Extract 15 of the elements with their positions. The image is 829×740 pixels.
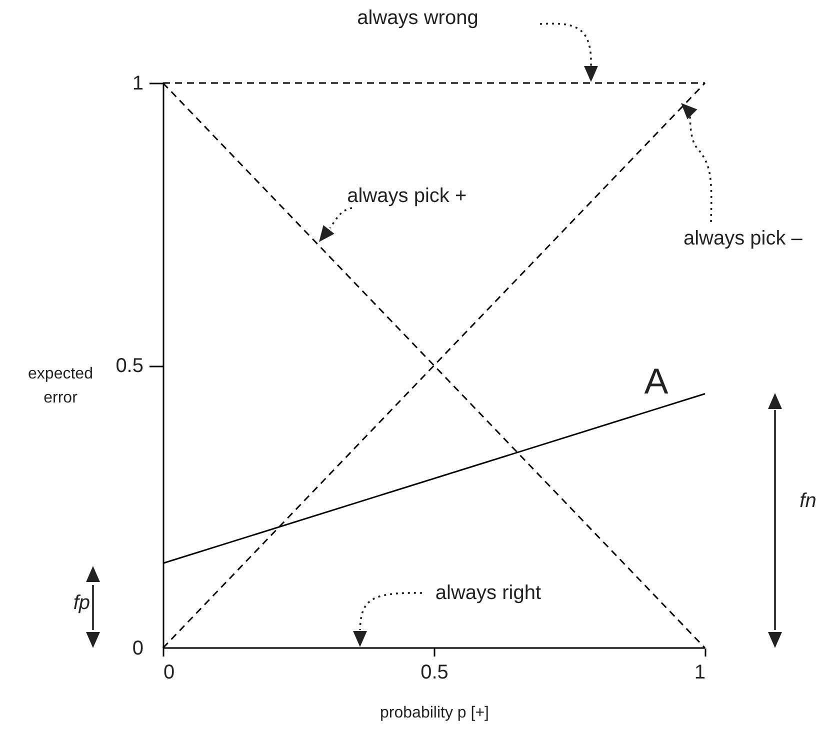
x-tick-label: 0 (164, 662, 175, 684)
y-tick-label: 0.5 (116, 355, 144, 377)
text: fn (800, 490, 816, 512)
text: always pick + (347, 185, 467, 207)
y-tick-label: 1 (132, 72, 144, 94)
text: always right (435, 582, 542, 604)
text: always wrong (357, 7, 478, 30)
text: fp (73, 592, 90, 614)
y-axis-title: expected error (28, 366, 93, 406)
y-tick-label: 0 (132, 638, 144, 660)
series-label: A (644, 360, 668, 402)
text: always pick – (683, 227, 804, 250)
x-axis-title: probability p [+] (380, 704, 489, 722)
x-tick-label: 0.5 (420, 662, 448, 684)
x-tick-label: 1 (694, 662, 706, 684)
